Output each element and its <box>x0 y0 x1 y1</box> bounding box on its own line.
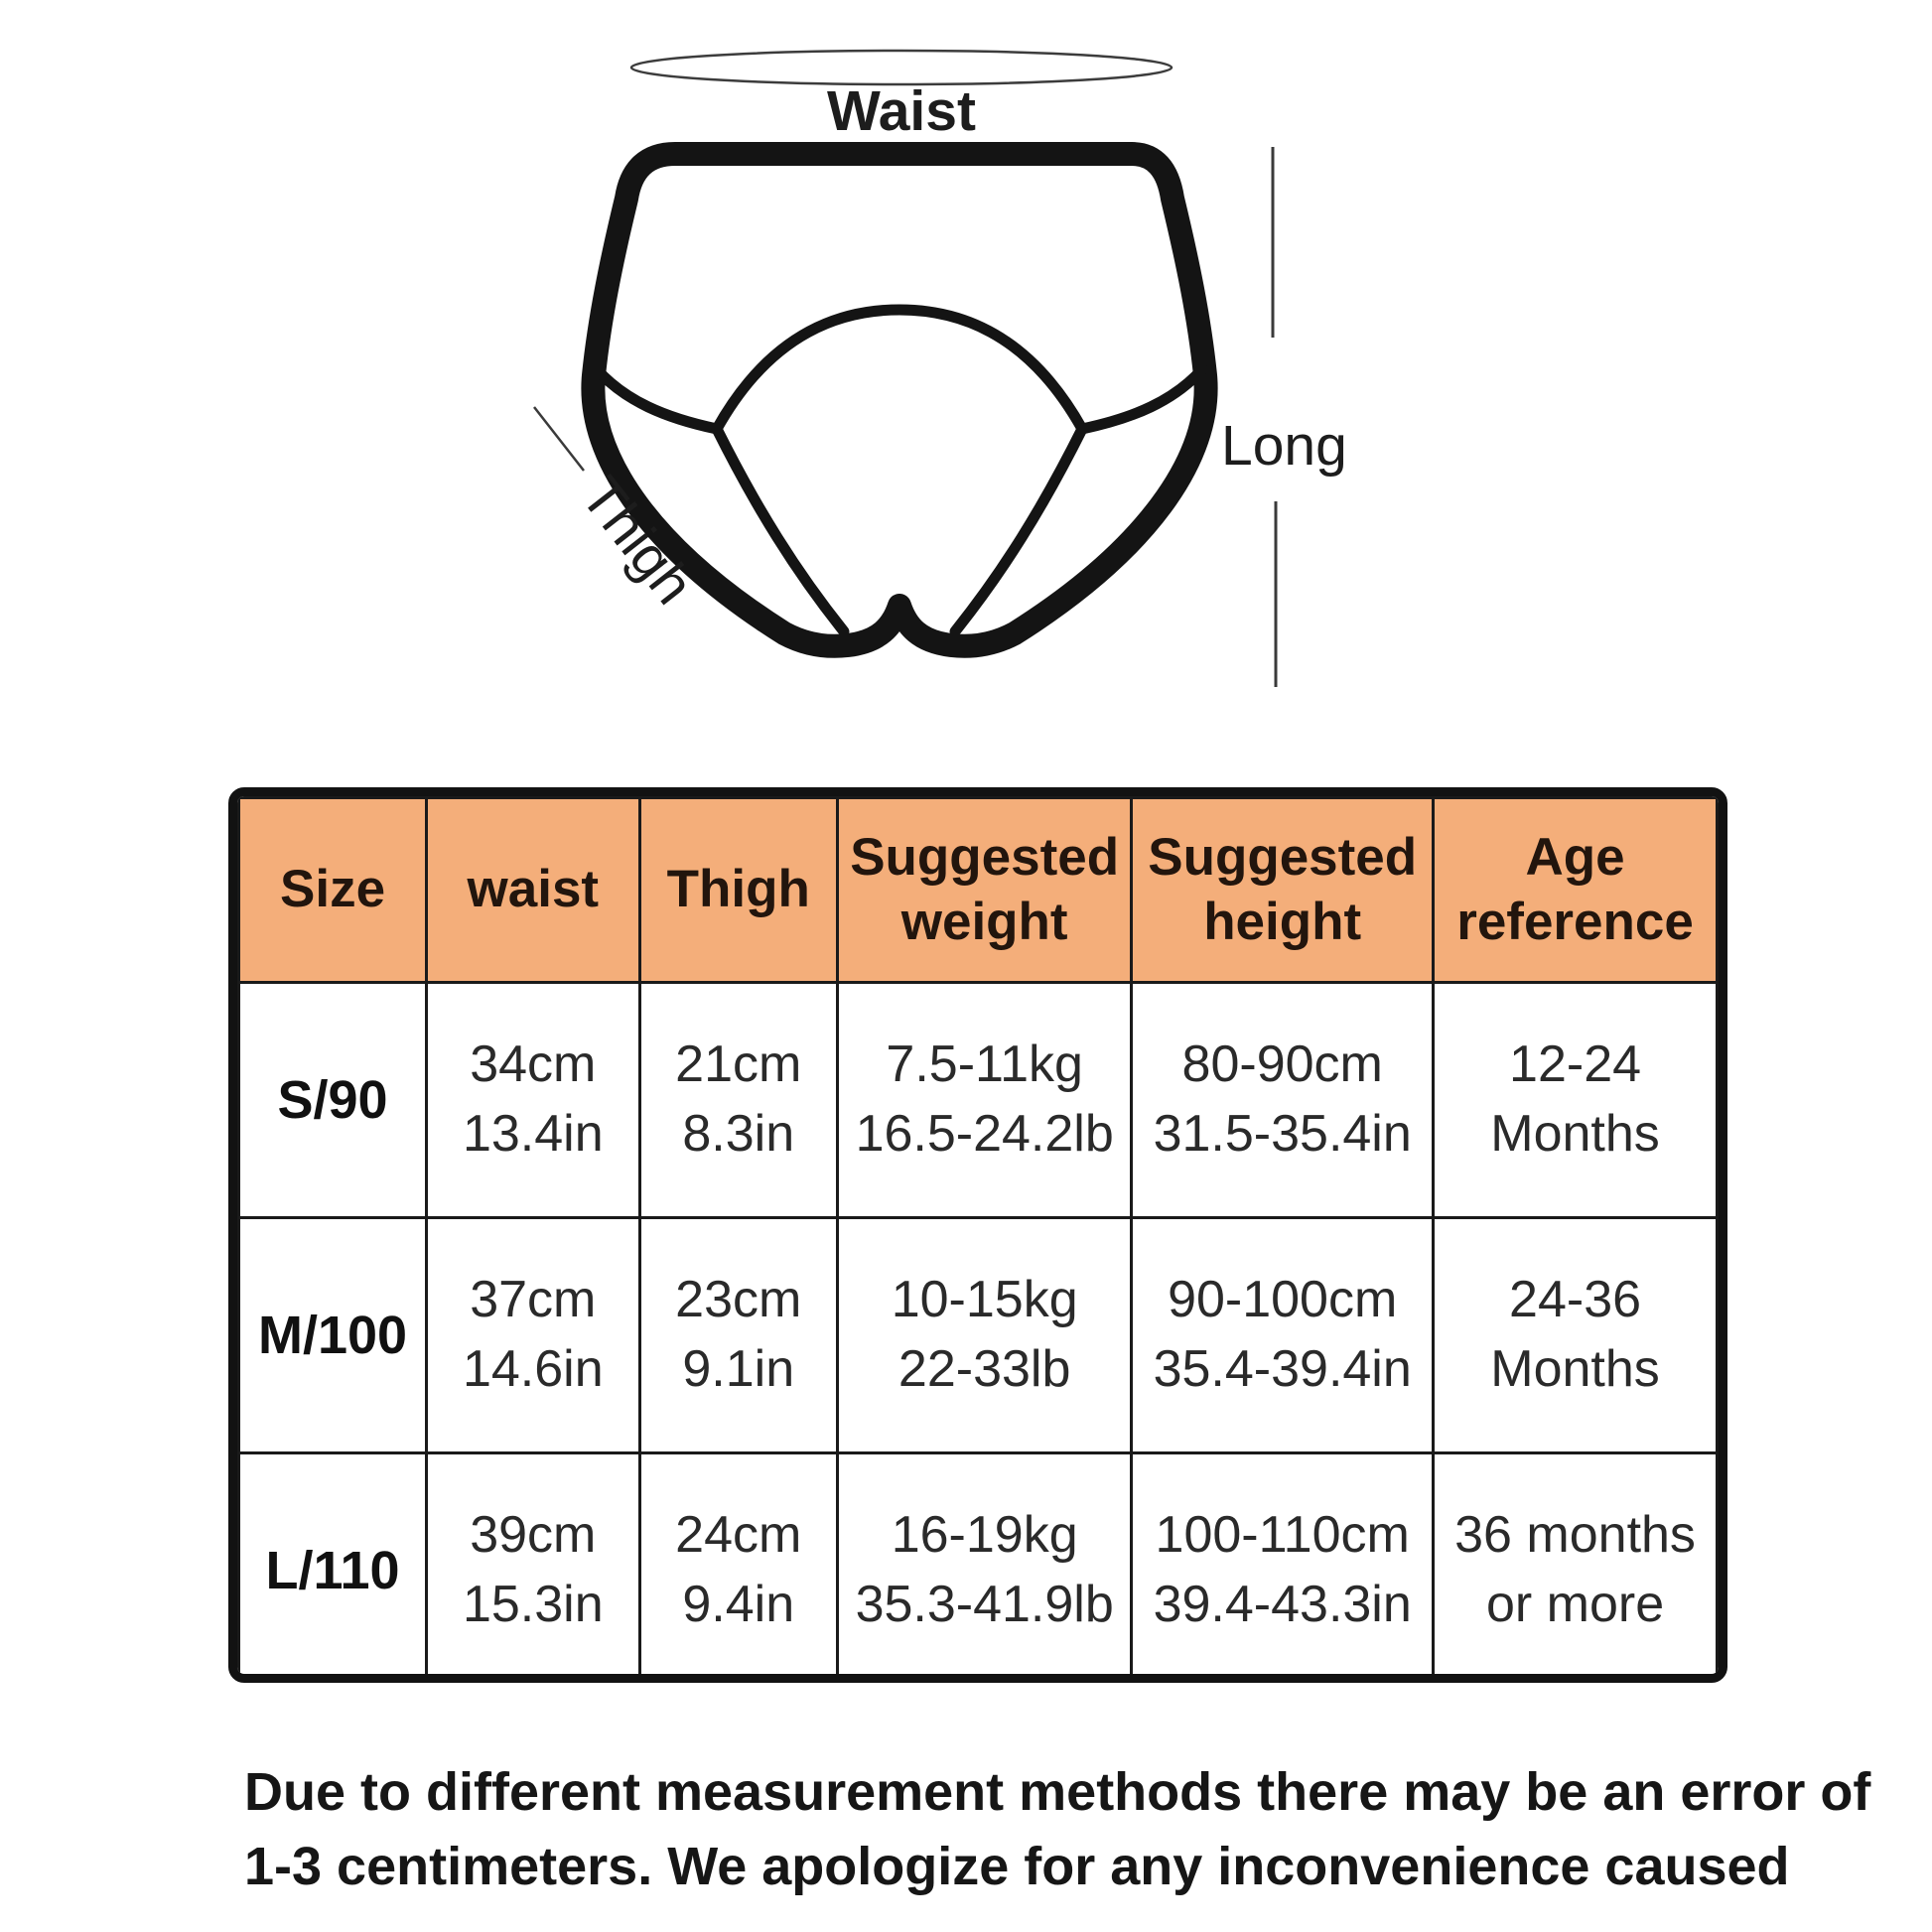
waist-label: Waist <box>827 79 976 143</box>
header-suggested-height: Suggested height <box>1130 796 1436 984</box>
size-table-header-row: Size waist Thigh Suggested weight Sugges… <box>237 796 1719 984</box>
left-inner-leg-icon <box>711 423 850 637</box>
cell-age-l110: 36 months or more <box>1432 1451 1719 1674</box>
cell-size-m100: M/100 <box>237 1216 429 1454</box>
cell-height-s90: 80-90cm 31.5-35.4in <box>1130 981 1436 1219</box>
cell-waist-s90: 34cm 13.4in <box>425 981 641 1219</box>
cell-size-s90: S/90 <box>237 981 429 1219</box>
cell-height-m100: 90-100cm 35.4-39.4in <box>1130 1216 1436 1454</box>
measurement-disclaimer: Due to different measurement methods the… <box>244 1762 1871 1896</box>
cell-thigh-l110: 24cm 9.4in <box>637 1451 840 1674</box>
thigh-label: Thigh <box>569 466 706 617</box>
cell-waist-l110: 39cm 15.3in <box>425 1451 641 1674</box>
pants-outline-icon <box>581 142 1218 658</box>
header-size: Size <box>237 796 429 984</box>
table-row-s90: S/90 34cm 13.4in 21cm 8.3in 7.5-11kg 16.… <box>237 981 1719 1219</box>
cell-age-s90: 12-24 Months <box>1432 981 1719 1219</box>
cell-thigh-m100: 23cm 9.1in <box>637 1216 840 1454</box>
size-table-wrapper: Size waist Thigh Suggested weight Sugges… <box>228 787 1727 1683</box>
header-suggested-weight: Suggested weight <box>836 796 1134 984</box>
cell-height-l110: 100-110cm 39.4-43.3in <box>1130 1451 1436 1674</box>
thigh-pointer-line <box>533 406 585 472</box>
right-inner-leg-icon <box>949 423 1088 637</box>
table-row-l110: L/110 39cm 15.3in 24cm 9.4in 16-19kg 35.… <box>237 1451 1719 1674</box>
cell-waist-m100: 37cm 14.6in <box>425 1216 641 1454</box>
table-row-m100: M/100 37cm 14.6in 23cm 9.1in 10-15kg 22-… <box>237 1216 1719 1454</box>
cell-weight-l110: 16-19kg 35.3-41.9lb <box>836 1451 1134 1674</box>
size-table: Size waist Thigh Suggested weight Sugges… <box>237 796 1719 1674</box>
front-panel-arch-icon <box>711 304 1088 435</box>
pants-measurement-diagram: Waist Long Thigh <box>533 49 1347 687</box>
left-hip-seam-icon <box>591 363 723 435</box>
cell-weight-m100: 10-15kg 22-33lb <box>836 1216 1134 1454</box>
header-waist: waist <box>425 796 641 984</box>
cell-age-m100: 24-36 Months <box>1432 1216 1719 1454</box>
cell-size-l110: L/110 <box>237 1451 429 1674</box>
header-age-reference: Age reference <box>1432 796 1719 984</box>
waist-measure-ellipse-icon <box>629 49 1173 86</box>
long-label: Long <box>1221 414 1347 478</box>
cell-thigh-s90: 21cm 8.3in <box>637 981 840 1219</box>
header-thigh: Thigh <box>637 796 840 984</box>
cell-weight-s90: 7.5-11kg 16.5-24.2lb <box>836 981 1134 1219</box>
right-hip-seam-icon <box>1076 363 1208 435</box>
